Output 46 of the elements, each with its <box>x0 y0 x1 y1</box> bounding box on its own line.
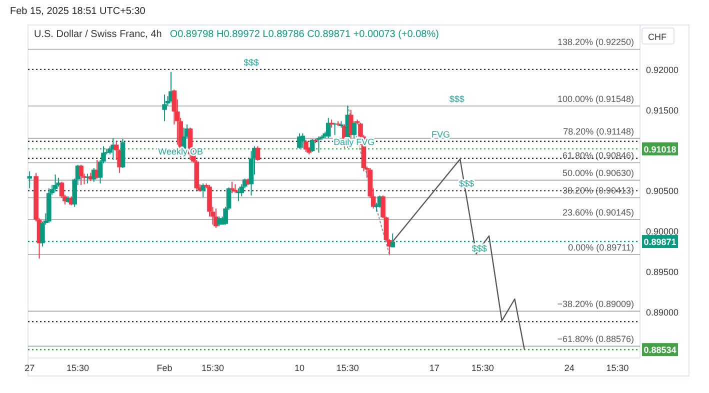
candlestick <box>230 181 234 194</box>
ref-line-label: 50.00% (0.90630) <box>562 168 634 178</box>
annotation: $$$ <box>449 94 464 104</box>
ref-line-label: 0.89871 <box>644 237 676 248</box>
ref-line-label: 38.20% (0.90413) <box>562 186 634 196</box>
candlestick <box>352 120 356 139</box>
ref-line-label: 100.00% (0.91548) <box>557 94 634 104</box>
x-tick-label: 24 <box>564 363 574 373</box>
y-tick-label: 0.90500 <box>646 186 679 196</box>
y-axis-title: CHF <box>648 32 667 42</box>
y-tick-label: 0.89500 <box>646 267 679 278</box>
ref-line-label: 23.60% (0.90145) <box>562 207 634 218</box>
candlestick <box>162 94 167 122</box>
ref-line-label: 0.88534 <box>644 345 676 356</box>
ref-line-label: 138.20% (0.92250) <box>557 37 634 48</box>
ref-line-label: −38.20% (0.89009) <box>557 299 634 310</box>
x-tick-label: 15:30 <box>336 363 359 373</box>
y-tick-label: 0.91500 <box>646 105 679 116</box>
candlestick <box>52 174 58 192</box>
ref-line-label: 61.80% (0.90846) <box>562 150 634 161</box>
candlestick <box>27 170 32 189</box>
candlestick <box>303 139 308 152</box>
y-tick-label: 0.89000 <box>646 307 679 318</box>
text: Feb 15, 2025 18:51 UTC+5:30 <box>10 6 146 17</box>
x-tick-label: 10 <box>294 363 304 373</box>
candlestick <box>78 164 84 186</box>
candlestick <box>200 182 206 198</box>
chart-subtitle: O0.89798 H0.89972 L0.89786 C0.89871 +0.00073 (+0.08%) <box>170 29 439 40</box>
ref-line-label: 0.00% (0.89711) <box>568 242 634 252</box>
ref-line-label: 0.91018 <box>644 144 676 154</box>
y-tick-label: 0.90000 <box>646 226 679 237</box>
x-tick-label: 15:30 <box>66 363 90 373</box>
y-tick-label: 0.92000 <box>646 64 679 75</box>
ref-line-label: 78.20% (0.91148) <box>563 126 634 136</box>
candlestick <box>255 146 260 162</box>
ref-line-label: −61.80% (0.88576) <box>557 334 634 344</box>
x-tick-label: 15:30 <box>606 363 629 373</box>
annotation: FVG <box>432 129 450 140</box>
x-tick-label: 15:30 <box>471 363 494 373</box>
candlestick <box>300 132 306 148</box>
x-tick-label: 27 <box>24 363 35 373</box>
chart-title: U.S. Dollar / Swiss Franc, 4h <box>34 29 162 40</box>
x-tick-label: 15:30 <box>201 363 224 373</box>
annotation: $$$ <box>244 57 259 68</box>
x-tick-label: Feb <box>156 363 172 373</box>
x-tick-label: 17 <box>429 363 440 373</box>
